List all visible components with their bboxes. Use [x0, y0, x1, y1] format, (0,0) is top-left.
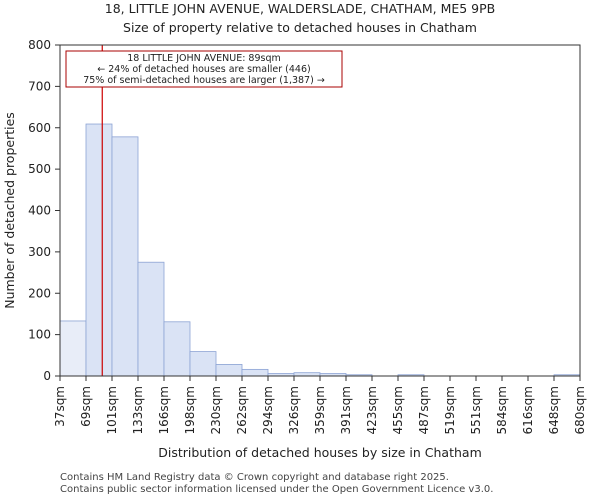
x-tick-label: 519sqm: [443, 386, 457, 434]
x-tick-label: 166sqm: [157, 386, 171, 434]
annotation-line-1: 18 LITTLE JOHN AVENUE: 89sqm: [127, 53, 281, 64]
bar-230sqm: [215, 364, 243, 377]
footer-line-1: Contains HM Land Registry data © Crown c…: [60, 472, 449, 483]
bar-101sqm: [111, 136, 139, 377]
x-axis-label: Distribution of detached houses by size …: [158, 445, 482, 460]
bars-group: [59, 123, 581, 377]
x-tick-label: 648sqm: [547, 386, 561, 434]
bar-37sqm: [59, 320, 87, 377]
y-tick-label: 700: [28, 79, 51, 93]
annotation-line-3: 75% of semi-detached houses are larger (…: [83, 75, 325, 86]
y-tick-label: 500: [28, 162, 51, 176]
x-tick-label: 294sqm: [261, 386, 275, 434]
y-tick-label: 400: [28, 204, 51, 218]
footer-line-2: Contains public sector information licen…: [60, 484, 494, 495]
annotation-border: [65, 50, 343, 88]
y-tick-label: 200: [28, 286, 51, 300]
y-tick-label: 100: [28, 328, 51, 342]
y-axis-label: Number of detached properties: [2, 112, 17, 309]
x-tick-label: 455sqm: [391, 386, 405, 434]
plot-frame: [59, 44, 581, 377]
annotation-box: 18 LITTLE JOHN AVENUE: 89sqm ← 24% of de…: [65, 50, 343, 88]
chart-title: 18, LITTLE JOHN AVENUE, WALDERSLADE, CHA…: [105, 1, 496, 16]
y-tick-label: 600: [28, 121, 51, 135]
x-tick-label: 551sqm: [469, 386, 483, 434]
y-axis-ticks: 0 100 200 300 400 500 600 700 800: [28, 38, 60, 383]
x-tick-label: 230sqm: [209, 386, 223, 434]
x-tick-label: 262sqm: [235, 386, 249, 434]
x-tick-label: 101sqm: [105, 386, 119, 434]
bar-69sqm: [85, 123, 113, 377]
bar-198sqm: [189, 351, 217, 377]
x-tick-label: 616sqm: [521, 386, 535, 434]
x-tick-label: 487sqm: [417, 386, 431, 434]
x-tick-label: 69sqm: [79, 386, 93, 427]
x-tick-label: 359sqm: [313, 386, 327, 434]
y-tick-label: 0: [43, 369, 51, 383]
bar-133sqm: [137, 261, 165, 377]
bar-262sqm: [241, 368, 269, 377]
x-tick-label: 133sqm: [131, 386, 145, 434]
x-tick-label: 198sqm: [183, 386, 197, 434]
x-tick-label: 326sqm: [287, 386, 301, 434]
x-axis-ticks: 37sqm 69sqm 101sqm 133sqm 166sqm 198sqm 230sqm…: [53, 376, 587, 434]
y-tick-label: 800: [28, 38, 51, 52]
chart-subtitle: Size of property relative to detached ho…: [123, 20, 477, 35]
x-tick-label: 37sqm: [53, 386, 67, 427]
x-tick-label: 423sqm: [365, 386, 379, 434]
bar-166sqm: [163, 321, 191, 377]
y-tick-label: 300: [28, 245, 51, 259]
annotation-line-2: ← 24% of detached houses are smaller (44…: [97, 64, 310, 75]
x-tick-label: 680sqm: [573, 386, 587, 434]
x-tick-label: 584sqm: [495, 386, 509, 434]
x-tick-label: 391sqm: [339, 386, 353, 434]
